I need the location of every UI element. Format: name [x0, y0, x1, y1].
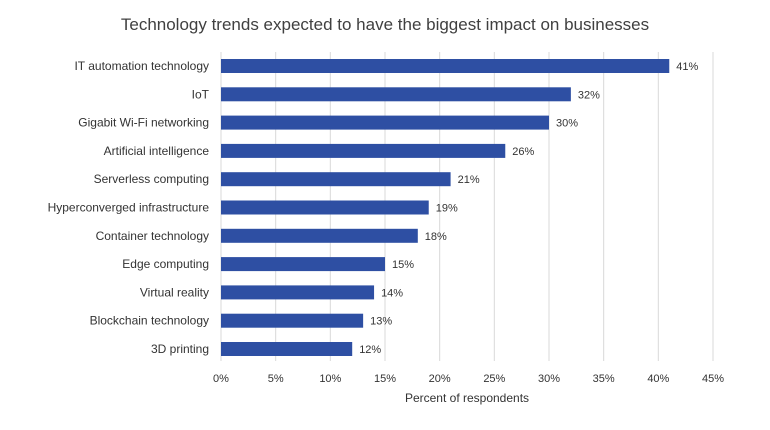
bar: [221, 59, 670, 73]
x-tick-label: 10%: [319, 373, 341, 385]
data-label: 30%: [556, 118, 578, 130]
bar: [221, 285, 375, 300]
bar: [221, 143, 506, 158]
x-tick-label: 30%: [538, 373, 560, 385]
bar: [221, 313, 364, 328]
x-tick-label: 5%: [268, 373, 284, 385]
data-label: 19%: [436, 203, 458, 215]
data-labels: 41% 32% 30% 26% 21% 19% 18% 15% 14% 13% 12%: [359, 61, 698, 356]
data-label: 41%: [676, 61, 698, 73]
category-label: IoT: [192, 87, 210, 101]
category-label: IT automation technology: [74, 59, 209, 73]
bars: [221, 59, 670, 356]
category-label: Artificial intelligence: [104, 144, 210, 158]
x-tick-label: 15%: [374, 373, 396, 385]
x-tick-label: 0%: [213, 373, 229, 385]
chart-title: Technology trends expected to have the b…: [121, 15, 649, 34]
data-label: 26%: [512, 146, 534, 158]
x-tick-label: 40%: [647, 373, 669, 385]
category-label: Virtual reality: [140, 285, 209, 299]
data-label: 12%: [359, 344, 381, 356]
data-label: 14%: [381, 287, 403, 299]
data-label: 13%: [370, 316, 392, 328]
gridlines: [220, 52, 714, 361]
category-label: Serverless computing: [94, 172, 209, 186]
category-labels: IT automation technology IoT Gigabit Wi-Fi…: [48, 59, 210, 356]
bar: [221, 257, 385, 272]
x-tick-label: 45%: [702, 373, 724, 385]
x-tick-label: 25%: [483, 373, 505, 385]
x-tick-label: 20%: [429, 373, 451, 385]
category-label: Blockchain technology: [90, 314, 209, 328]
bar: [221, 87, 571, 102]
x-axis-label: Percent of respondents: [405, 391, 529, 405]
category-label: 3D printing: [151, 342, 209, 356]
bar: [221, 200, 429, 215]
bar: [221, 115, 549, 130]
category-label: Container technology: [96, 229, 209, 243]
category-label: Edge computing: [122, 257, 209, 271]
bar: [221, 172, 451, 187]
x-tick-label: 35%: [593, 373, 615, 385]
bar: [221, 228, 418, 243]
category-label: Hyperconverged infrastructure: [48, 201, 210, 215]
category-label: Gigabit Wi-Fi networking: [78, 116, 209, 130]
data-label: 21%: [458, 174, 480, 186]
x-tick-labels: 0% 5% 10% 15% 20% 25% 30% 35% 40% 45%: [213, 373, 724, 385]
data-label: 15%: [392, 259, 414, 271]
data-label: 18%: [425, 231, 447, 243]
bar: [221, 342, 353, 356]
data-label: 32%: [578, 89, 600, 101]
